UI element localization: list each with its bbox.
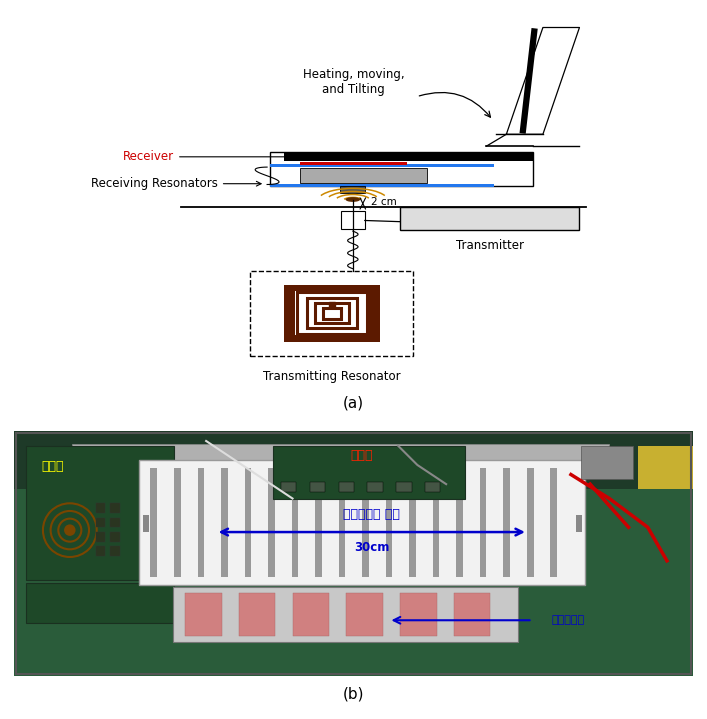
Text: 30cm: 30cm <box>354 541 390 554</box>
Bar <box>110 546 119 556</box>
Text: 수신부: 수신부 <box>350 449 373 462</box>
Bar <box>14 431 693 489</box>
Bar <box>197 468 204 577</box>
Bar <box>221 468 228 577</box>
Text: and Tilting: and Tilting <box>322 83 385 96</box>
Polygon shape <box>506 27 580 134</box>
Bar <box>315 303 349 323</box>
Bar <box>315 468 322 577</box>
Bar <box>239 593 275 636</box>
Bar <box>25 446 175 580</box>
Bar <box>95 532 105 541</box>
Bar <box>400 593 436 636</box>
Bar <box>270 185 493 187</box>
Bar <box>300 168 426 183</box>
Text: (b): (b) <box>343 687 364 701</box>
Bar <box>580 446 633 480</box>
Bar <box>250 271 414 356</box>
Bar <box>425 482 440 492</box>
Bar <box>480 468 486 577</box>
Bar <box>339 468 345 577</box>
Bar <box>291 468 298 577</box>
Bar <box>245 468 251 577</box>
Text: Heating, moving,: Heating, moving, <box>303 68 404 81</box>
Bar <box>550 468 557 577</box>
Text: 2 cm: 2 cm <box>370 197 397 207</box>
Bar <box>310 482 325 492</box>
Bar <box>25 583 175 623</box>
Bar <box>638 446 693 489</box>
Bar <box>95 518 105 527</box>
Bar <box>174 468 181 577</box>
Bar <box>409 468 416 577</box>
Bar <box>368 482 382 492</box>
Text: Transmitter: Transmitter <box>456 239 524 252</box>
Bar <box>185 593 221 636</box>
Bar <box>110 503 119 513</box>
Bar <box>281 482 296 492</box>
Bar <box>396 482 411 492</box>
Bar <box>527 468 534 577</box>
Bar <box>295 291 369 335</box>
Bar <box>339 482 354 492</box>
Text: (a): (a) <box>343 395 364 411</box>
Bar <box>454 593 490 636</box>
Bar <box>143 515 148 532</box>
Bar <box>503 468 510 577</box>
Bar <box>307 298 357 328</box>
Bar <box>400 208 580 230</box>
Bar <box>270 165 493 167</box>
Bar <box>284 285 380 342</box>
Bar <box>270 152 533 186</box>
Bar <box>341 211 365 229</box>
Text: 송신공진기 이동: 송신공진기 이동 <box>344 508 400 521</box>
Bar <box>322 308 341 319</box>
Bar <box>433 468 440 577</box>
Text: Receiving Resonators: Receiving Resonators <box>91 177 261 191</box>
Bar <box>300 162 407 165</box>
Ellipse shape <box>346 197 360 202</box>
Bar <box>297 293 367 334</box>
Text: 송신부: 송신부 <box>41 460 64 473</box>
Bar <box>362 468 369 577</box>
Bar <box>274 446 465 498</box>
Text: 수신공진기: 수신공진기 <box>551 615 585 626</box>
Bar <box>268 468 275 577</box>
Bar <box>71 444 609 465</box>
Bar <box>340 186 366 193</box>
Bar <box>385 468 392 577</box>
Text: Receiver: Receiver <box>123 150 290 163</box>
Bar <box>110 518 119 527</box>
Bar <box>456 468 463 577</box>
Text: Transmitting Resonator: Transmitting Resonator <box>263 370 401 383</box>
Bar <box>346 593 382 636</box>
Bar <box>95 546 105 556</box>
Bar <box>293 593 329 636</box>
Circle shape <box>64 524 76 536</box>
Bar <box>173 587 518 642</box>
Bar <box>284 153 533 161</box>
Bar <box>95 503 105 513</box>
Bar <box>151 468 157 577</box>
Bar <box>575 515 581 532</box>
Bar <box>139 460 585 585</box>
Bar <box>110 532 119 541</box>
